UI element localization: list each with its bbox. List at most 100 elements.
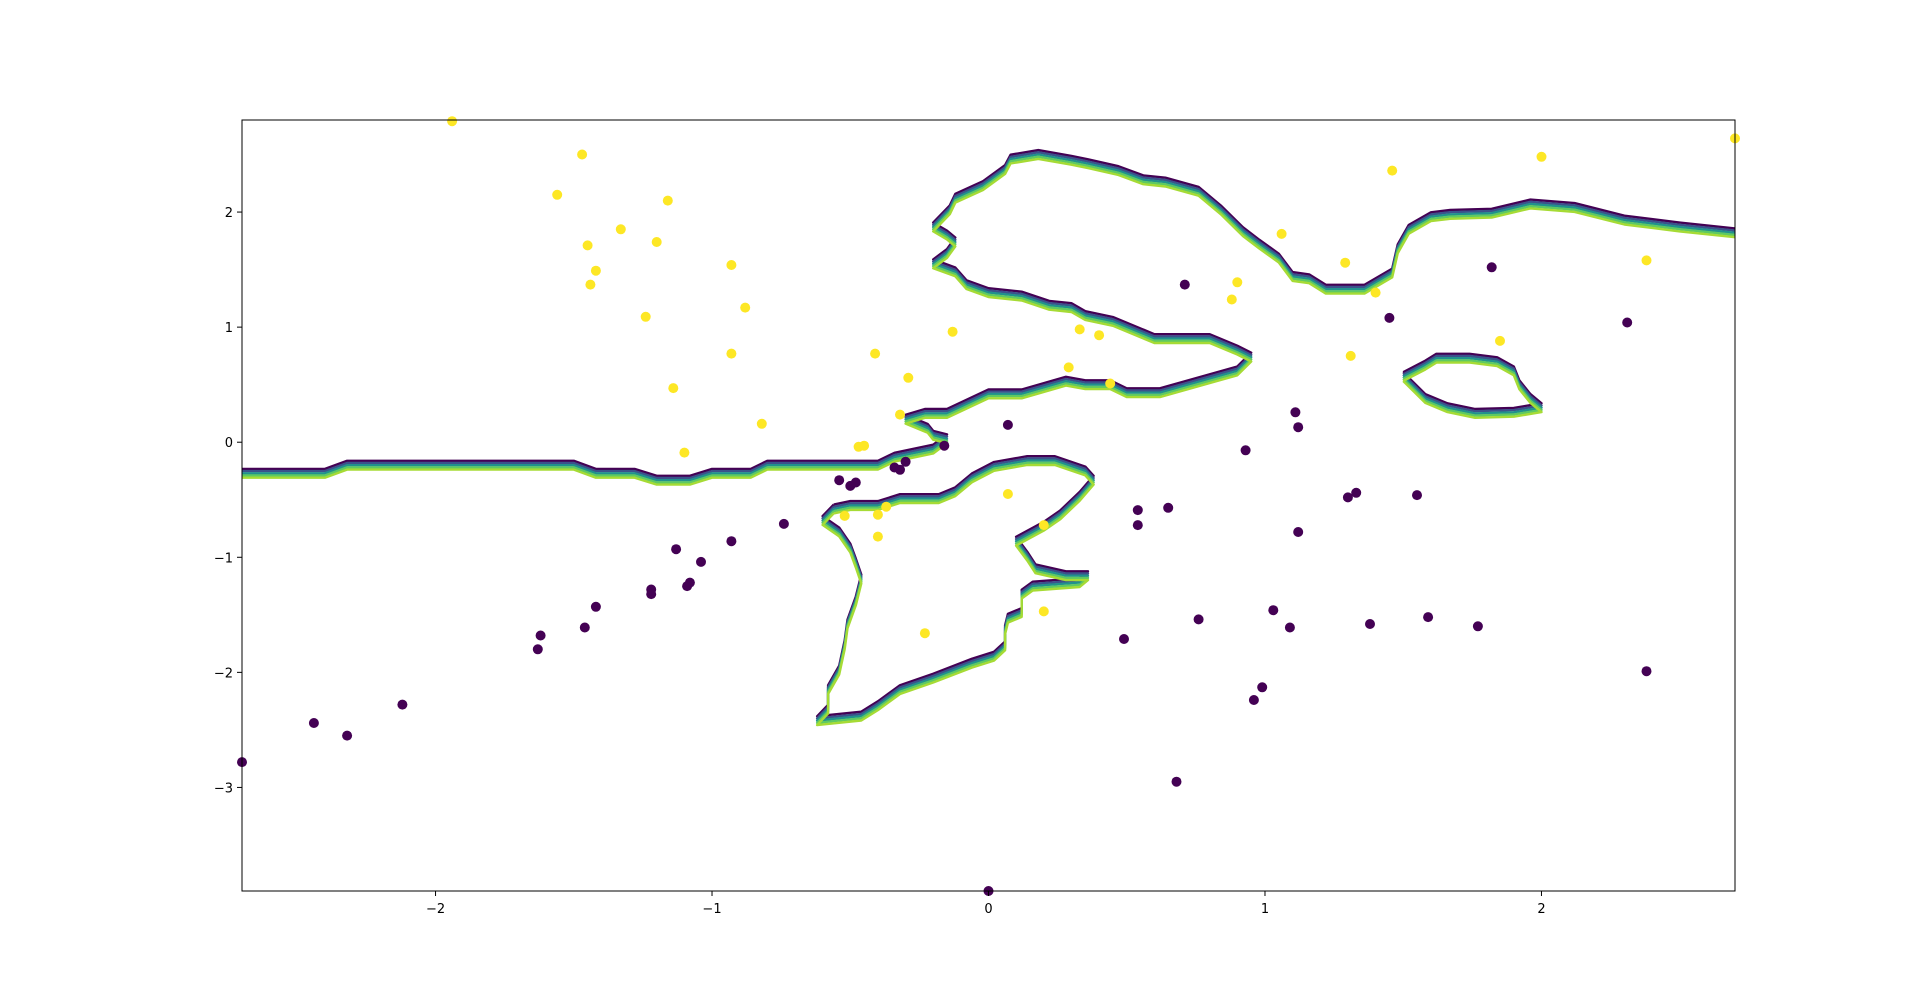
point-class1-28	[1038, 520, 1049, 531]
point-class1-29	[1038, 606, 1049, 617]
point-class1-36	[1276, 228, 1287, 239]
contour-0-level-0	[242, 148, 1736, 477]
point-class0-28	[1163, 502, 1174, 513]
point-class1-30	[1063, 362, 1074, 373]
point-class1-19	[947, 326, 958, 337]
point-class1-8	[662, 195, 673, 206]
point-class1-43	[1641, 255, 1652, 266]
point-class1-34	[1226, 294, 1237, 305]
contour-2-level-1	[1402, 354, 1543, 413]
x-tick-label-4: 2	[1537, 902, 1545, 917]
point-class1-33	[1105, 378, 1116, 389]
point-class0-47	[1486, 262, 1497, 273]
point-class0-46	[1472, 621, 1483, 632]
point-class1-40	[1387, 165, 1398, 176]
point-class1-26	[919, 628, 930, 639]
point-class0-33	[1248, 695, 1259, 705]
y-tick-label-1: −2	[214, 666, 233, 681]
point-class1-32	[1094, 330, 1105, 341]
point-class0-34	[1257, 682, 1268, 693]
point-class0-2	[342, 730, 353, 741]
point-class1-7	[651, 237, 662, 247]
point-class1-12	[726, 260, 737, 270]
point-class0-12	[684, 577, 695, 588]
point-class1-6	[615, 224, 626, 235]
point-class1-3	[582, 240, 593, 251]
point-class0-31	[1193, 614, 1204, 625]
contour-layer	[242, 148, 1736, 727]
x-tick-label-2: 0	[984, 902, 992, 917]
contour-2-level-4	[1402, 361, 1543, 419]
point-class1-14	[740, 302, 751, 313]
contour-2-level-0	[1402, 352, 1543, 411]
point-class0-40	[1342, 492, 1353, 503]
point-class0-10	[671, 544, 682, 555]
y-tick-label-2: −1	[214, 551, 233, 566]
point-class0-49	[1641, 666, 1652, 677]
point-class1-37	[1340, 257, 1351, 268]
y-tick-label-3: 0	[225, 436, 233, 451]
point-class1-16	[870, 348, 881, 359]
point-class1-41	[1495, 335, 1505, 346]
point-class0-9	[646, 589, 657, 600]
point-class0-42	[1365, 619, 1375, 629]
point-class1-9	[640, 311, 651, 322]
point-class0-29	[1171, 776, 1182, 787]
point-class1-25	[872, 531, 883, 542]
point-class1-31	[1074, 324, 1085, 335]
point-class1-5	[590, 265, 601, 276]
point-class0-30	[1179, 279, 1190, 290]
contour-0-level-2	[242, 153, 1736, 482]
point-class1-23	[881, 501, 892, 512]
point-class1-39	[1370, 287, 1381, 298]
contour-1-level-4	[815, 463, 1095, 727]
point-class0-44	[1412, 490, 1422, 501]
point-class0-3	[397, 699, 408, 710]
point-class0-7	[590, 601, 601, 612]
point-class1-24	[872, 509, 883, 520]
point-class0-38	[1293, 422, 1304, 433]
point-class1-35	[1232, 277, 1243, 288]
point-class0-1	[308, 718, 319, 728]
point-class1-4	[585, 279, 596, 290]
contour-2-level-3	[1402, 359, 1543, 417]
point-class1-1	[577, 149, 588, 160]
point-class0-20	[895, 464, 905, 475]
point-class1-42	[1536, 151, 1547, 162]
point-class0-36	[1284, 622, 1295, 633]
point-class0-22	[939, 440, 950, 451]
point-class1-13	[726, 348, 737, 359]
point-class0-37	[1290, 407, 1301, 418]
contour-0-level-4	[242, 157, 1736, 486]
point-class0-25	[1119, 634, 1129, 644]
x-tick-label-1: −1	[702, 902, 721, 917]
point-class1-11	[679, 447, 690, 458]
point-class0-26	[1132, 505, 1143, 516]
point-class0-15	[778, 518, 789, 529]
x-axis: −2 −1 0 1 2	[426, 891, 1546, 917]
point-class0-21	[900, 456, 911, 467]
point-class0-41	[1351, 487, 1362, 498]
contour-0-level-3	[242, 155, 1736, 484]
y-tick-label-5: 2	[225, 206, 233, 221]
y-tick-label-4: 1	[225, 321, 233, 336]
point-class0-39	[1293, 527, 1304, 537]
points-layer	[237, 116, 1740, 896]
point-class1-38	[1345, 350, 1356, 361]
contour-0-level-1	[242, 151, 1736, 480]
x-tick-label-3: 1	[1261, 902, 1269, 917]
point-class1-2	[552, 189, 563, 200]
point-class1-15	[756, 418, 767, 429]
point-class0-48	[1622, 317, 1633, 328]
point-class0-45	[1423, 612, 1434, 623]
point-class0-5	[535, 630, 546, 641]
point-class0-23	[1002, 419, 1013, 430]
point-class1-10	[668, 383, 679, 394]
point-class1-0	[447, 116, 458, 127]
point-class0-4	[532, 644, 543, 655]
point-class1-17	[903, 372, 914, 383]
point-class0-27	[1132, 520, 1143, 531]
point-class1-27	[1002, 489, 1013, 499]
